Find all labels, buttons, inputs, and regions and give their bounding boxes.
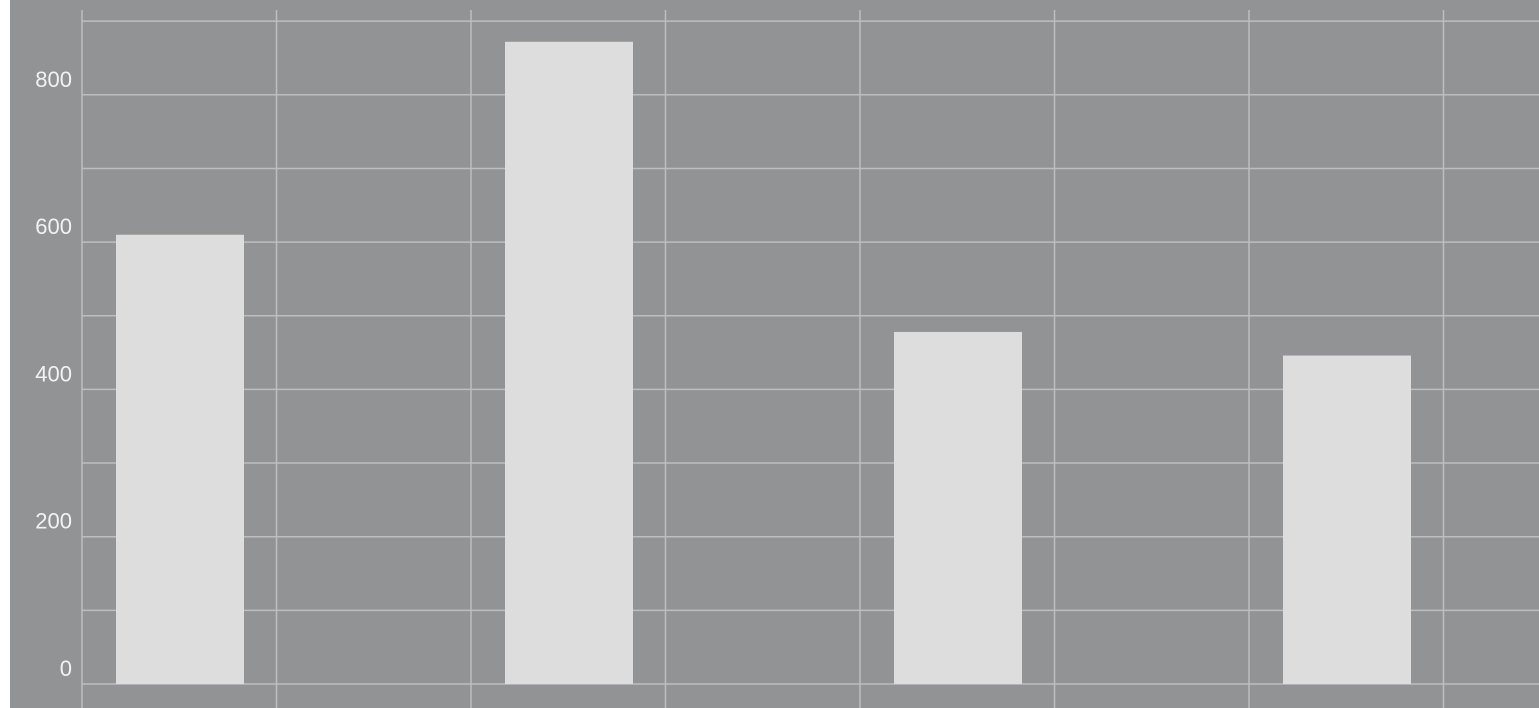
y-axis-ticks: 0 200 400 600 800 <box>35 67 72 681</box>
bar-chart: 0 200 400 600 800 <box>35 10 1539 708</box>
y-tick-label: 200 <box>35 509 72 534</box>
y-tick-label: 600 <box>35 214 72 239</box>
bar-3 <box>894 331 1022 684</box>
y-tick-label: 0 <box>60 656 72 681</box>
chart-panel: 0 200 400 600 800 <box>10 0 1539 708</box>
bars <box>116 41 1411 685</box>
bar-4 <box>1283 355 1411 684</box>
grid-lines <box>81 10 1539 708</box>
y-tick-label: 800 <box>35 67 72 92</box>
y-tick-label: 400 <box>35 361 72 386</box>
bar-1 <box>116 234 244 685</box>
bar-2 <box>505 41 633 685</box>
